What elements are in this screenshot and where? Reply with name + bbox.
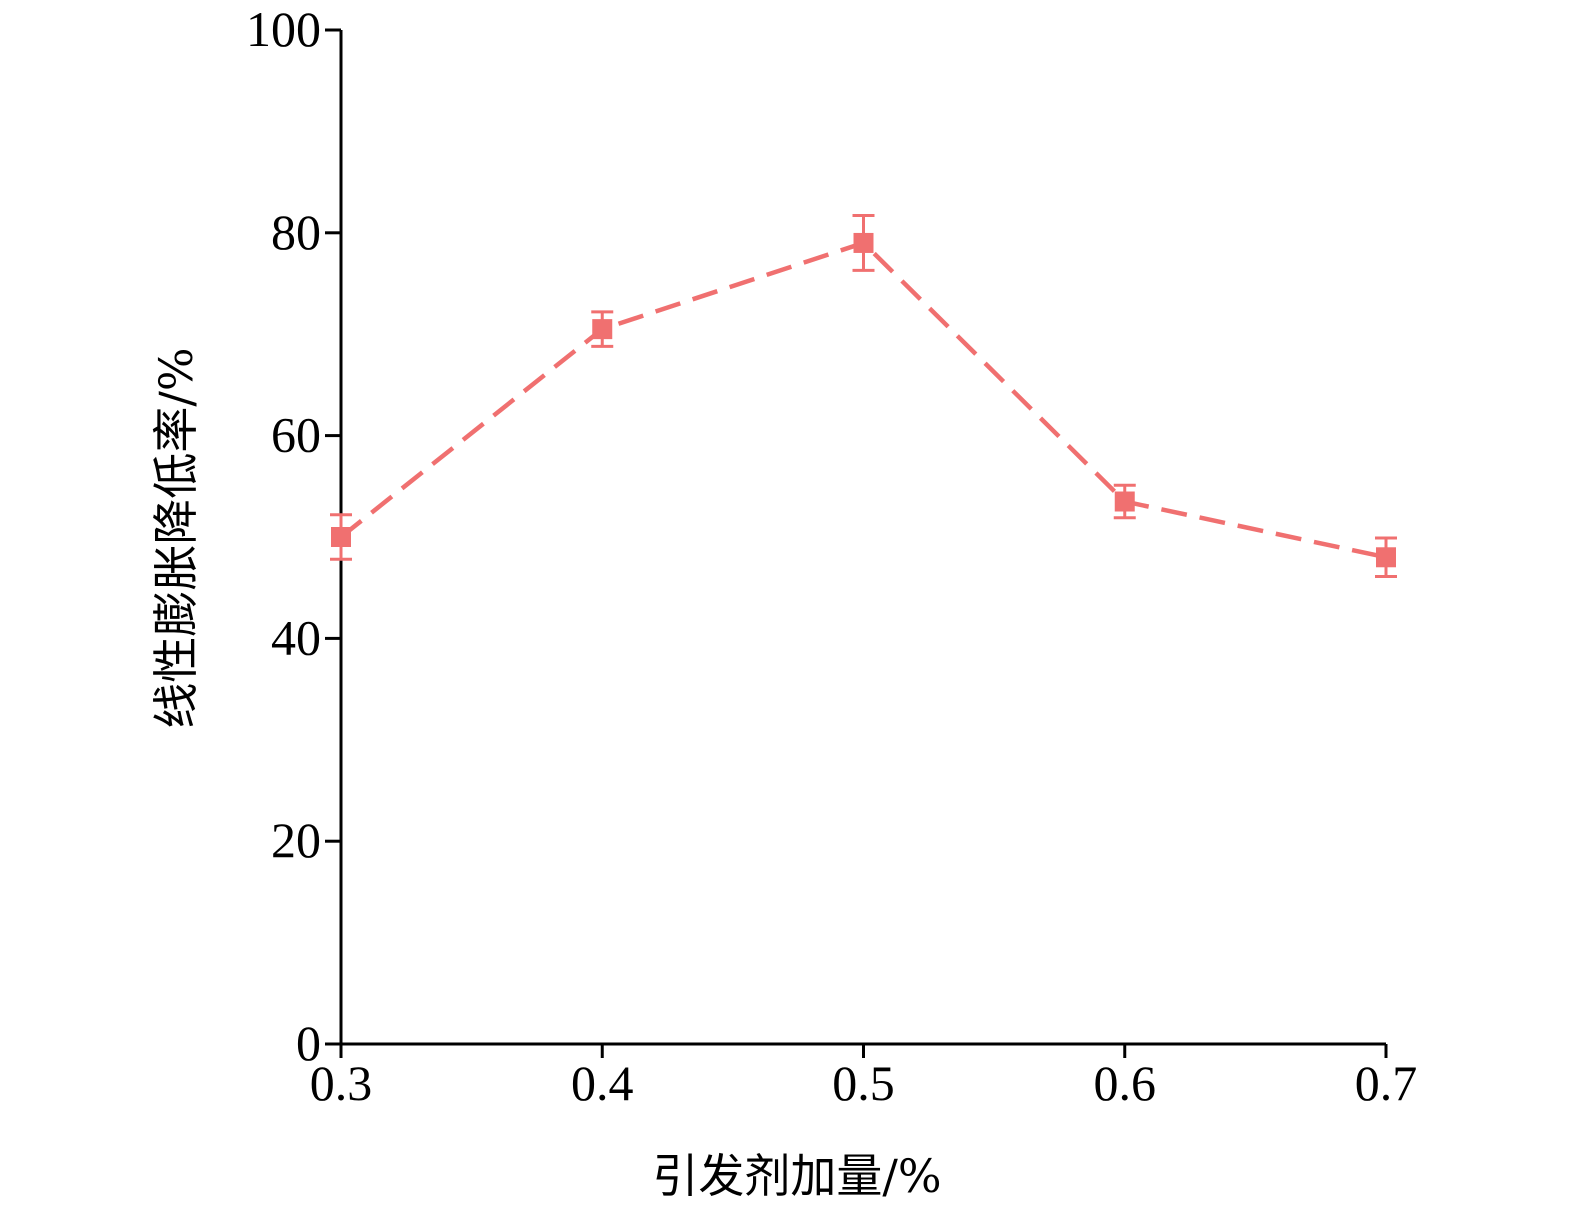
y-tick-label: 80 <box>271 204 321 260</box>
x-tick-label: 0.7 <box>1355 1055 1418 1111</box>
y-tick-label: 40 <box>271 609 321 665</box>
y-tick-label: 100 <box>246 1 321 57</box>
x-tick-label: 0.3 <box>310 1055 373 1111</box>
ticks: 0 20 40 60 80 100 0.3 0.4 0.5 0.6 0.7 <box>246 1 1417 1111</box>
data-point <box>591 310 614 348</box>
y-axis-title: 线性膨胀降低率/% <box>149 347 203 728</box>
y-tick-label: 60 <box>271 407 321 463</box>
data-marker <box>331 527 351 547</box>
data-marker <box>853 232 874 253</box>
y-tick-label: 0 <box>296 1015 321 1071</box>
x-axis-title: 引发剂加量/% <box>652 1149 941 1203</box>
series-line <box>339 240 1387 560</box>
data-marker <box>1376 547 1396 568</box>
data-point <box>1113 483 1136 520</box>
data-point <box>852 214 875 272</box>
data-point <box>330 513 352 561</box>
series-layer <box>330 214 1397 579</box>
y-tick-label: 20 <box>271 812 321 868</box>
x-tick-label: 0.5 <box>832 1055 895 1111</box>
x-tick-label: 0.6 <box>1094 1055 1157 1111</box>
data-marker <box>1114 491 1135 512</box>
data-point <box>1375 536 1397 579</box>
axes <box>339 30 1386 1046</box>
x-tick-label: 0.4 <box>571 1055 634 1111</box>
data-marker <box>592 319 613 340</box>
